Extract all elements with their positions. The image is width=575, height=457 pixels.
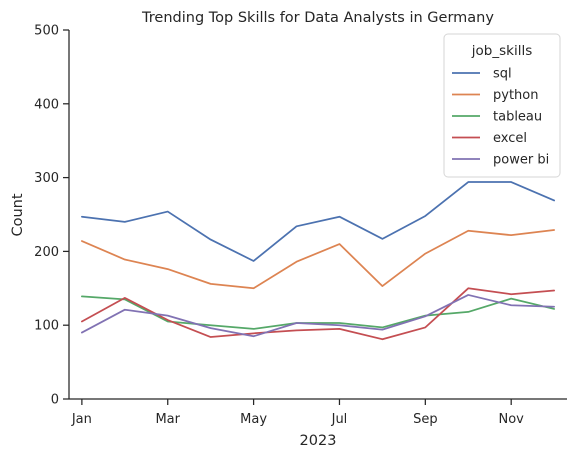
x-axis-title: 2023 xyxy=(300,433,337,449)
series-line-tableau xyxy=(81,295,555,330)
y-tick-label: 100 xyxy=(34,319,59,334)
legend-label-tableau: tableau xyxy=(493,110,542,125)
x-tick-label: May xyxy=(240,412,267,427)
legend-label-sql: sql xyxy=(493,67,512,82)
y-tick-label: 300 xyxy=(34,171,59,186)
chart-title: Trending Top Skills for Data Analysts in… xyxy=(141,10,494,26)
legend-label-excel: excel xyxy=(493,131,527,146)
legend-label-python: python xyxy=(493,88,538,103)
x-tick-label: Mar xyxy=(155,412,180,427)
legend-label-power-bi: power bi xyxy=(493,153,549,168)
x-tick-label: Jul xyxy=(331,412,348,427)
legend-frame xyxy=(443,33,561,178)
x-tick-label: Sep xyxy=(413,412,438,427)
series-line-excel xyxy=(81,287,555,341)
y-tick-label: 500 xyxy=(34,24,59,39)
legend: job_skills sql python tableau excel power bi xyxy=(443,33,561,178)
y-tick-label: 0 xyxy=(51,393,59,408)
x-tick-label: Jan xyxy=(71,412,92,427)
y-tick-label: 400 xyxy=(34,97,59,112)
axes: 0 100 200 300 400 500 Jan Mar May Jul Sep Nov xyxy=(34,24,567,427)
y-tick-label: 200 xyxy=(34,245,59,260)
y-axis-title: Count xyxy=(10,193,26,236)
legend-title: job_skills xyxy=(471,43,532,59)
series-line-python xyxy=(81,229,555,290)
series-line-power-bi xyxy=(81,294,555,338)
series-layer xyxy=(81,181,555,341)
x-tick-label: Nov xyxy=(499,412,525,427)
series-line-sql xyxy=(81,181,555,262)
